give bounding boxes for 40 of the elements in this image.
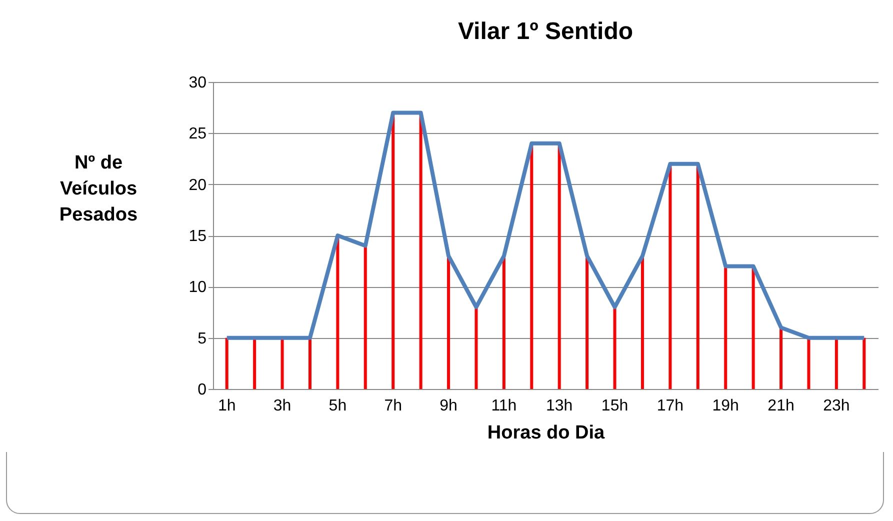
bar [752, 266, 755, 389]
x-tick-label: 1h [218, 398, 236, 414]
y-tick-label: 25 [188, 126, 207, 143]
bar [447, 256, 450, 389]
x-tick-label: 23h [823, 398, 850, 414]
x-tick-label: 9h [440, 398, 458, 414]
x-tick-label: 5h [328, 398, 347, 414]
x-tick-label: 3h [273, 398, 292, 414]
y-axis-title: Nº de Veículos Pesados [59, 152, 138, 226]
x-tick-label: 21h [768, 398, 794, 414]
y-tick-label: 20 [188, 176, 207, 194]
x-tick-label: 13h [546, 398, 573, 414]
x-tick-label: 7h [384, 398, 402, 414]
bar [724, 266, 728, 389]
bar [807, 338, 810, 389]
bar [364, 246, 367, 389]
bar [834, 338, 838, 389]
bar [474, 307, 478, 389]
bar [862, 338, 866, 389]
bar [280, 338, 284, 389]
y-tick-label: 30 [188, 74, 207, 92]
x-tick-label: 15h [601, 398, 628, 414]
y-tick-label: 10 [188, 279, 207, 296]
line-series [224, 110, 866, 340]
x-tick-label: 17h [656, 398, 684, 414]
bar [502, 256, 506, 389]
y-tick-label: 0 [198, 382, 207, 398]
y-tick-label: 15 [188, 228, 207, 245]
x-tick-label: 19h [712, 398, 739, 414]
bar [613, 307, 616, 389]
x-axis-title: Horas do Dia [487, 422, 606, 444]
chart-title: Vilar 1º Sentido [458, 18, 634, 45]
bar [640, 256, 644, 389]
x-tick-label: 11h [491, 398, 517, 414]
bar [308, 338, 312, 389]
bar [225, 338, 228, 389]
y-tick-label: 5 [198, 330, 207, 348]
bar [780, 328, 783, 389]
bar [586, 256, 589, 389]
bar [253, 338, 256, 389]
